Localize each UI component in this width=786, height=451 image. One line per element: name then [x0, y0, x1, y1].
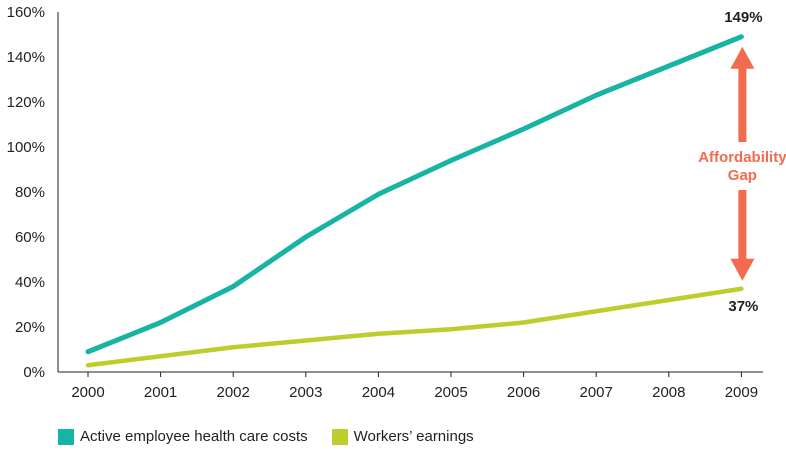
y-tick-label: 100%	[7, 139, 45, 156]
legend-swatch-earnings	[331, 428, 348, 445]
legend-swatch-health	[58, 428, 74, 445]
affordability-gap-annotation: Affordability Gap	[698, 46, 786, 281]
line-chart: 0%20%40%60%80%100%120%140%160% 2000 2001 2…	[7, 4, 786, 401]
series-line-0	[85, 34, 744, 355]
x-tick-label: 2009	[725, 384, 758, 401]
earnings-end-label: 37%	[728, 298, 758, 315]
x-tick-label: 2004	[362, 384, 395, 401]
health-end-label: 149%	[724, 9, 762, 26]
gap-arrow-up	[730, 46, 755, 142]
x-tick-label: 2000	[71, 384, 104, 401]
x-tick-label: 2006	[507, 384, 540, 401]
x-tick-label: 2008	[652, 384, 685, 401]
legend-label-health: Active employee health care costs	[80, 428, 308, 445]
x-tick-label: 2002	[217, 384, 250, 401]
y-tick-label: 160%	[7, 4, 45, 21]
gap-label-line1: Affordability	[698, 149, 786, 166]
x-tick-label: 2007	[580, 384, 613, 401]
x-tick-label: 2003	[289, 384, 322, 401]
y-axis-ticks: 0% 20% 40% 60% 80% 100% 120% 140% 160%	[7, 4, 45, 381]
y-tick-label: 140%	[7, 49, 45, 66]
series-line-1	[85, 286, 744, 368]
series-lines	[85, 34, 744, 368]
gap-label-line2: Gap	[728, 167, 757, 184]
legend-label-earnings: Workers’ earnings	[353, 428, 474, 445]
y-tick-label: 120%	[7, 94, 45, 111]
legend-item-earnings: Workers’ earnings	[331, 428, 474, 445]
axes	[57, 12, 763, 373]
y-tick-label: 40%	[15, 274, 45, 291]
y-tick-label: 80%	[15, 184, 45, 201]
legend: Active employee health care costs Worker…	[58, 428, 498, 445]
x-axis-ticks: 2000 2001 2002 2003 2004 2005 2006 2007 2008 2009	[71, 372, 758, 401]
x-tick-label: 2001	[144, 384, 177, 401]
x-tick-label: 2005	[434, 384, 467, 401]
y-tick-label: 0%	[23, 364, 45, 381]
legend-item-health: Active employee health care costs	[58, 428, 308, 445]
y-tick-label: 20%	[15, 319, 45, 336]
gap-arrow-down	[730, 190, 755, 281]
y-tick-label: 60%	[15, 229, 45, 246]
